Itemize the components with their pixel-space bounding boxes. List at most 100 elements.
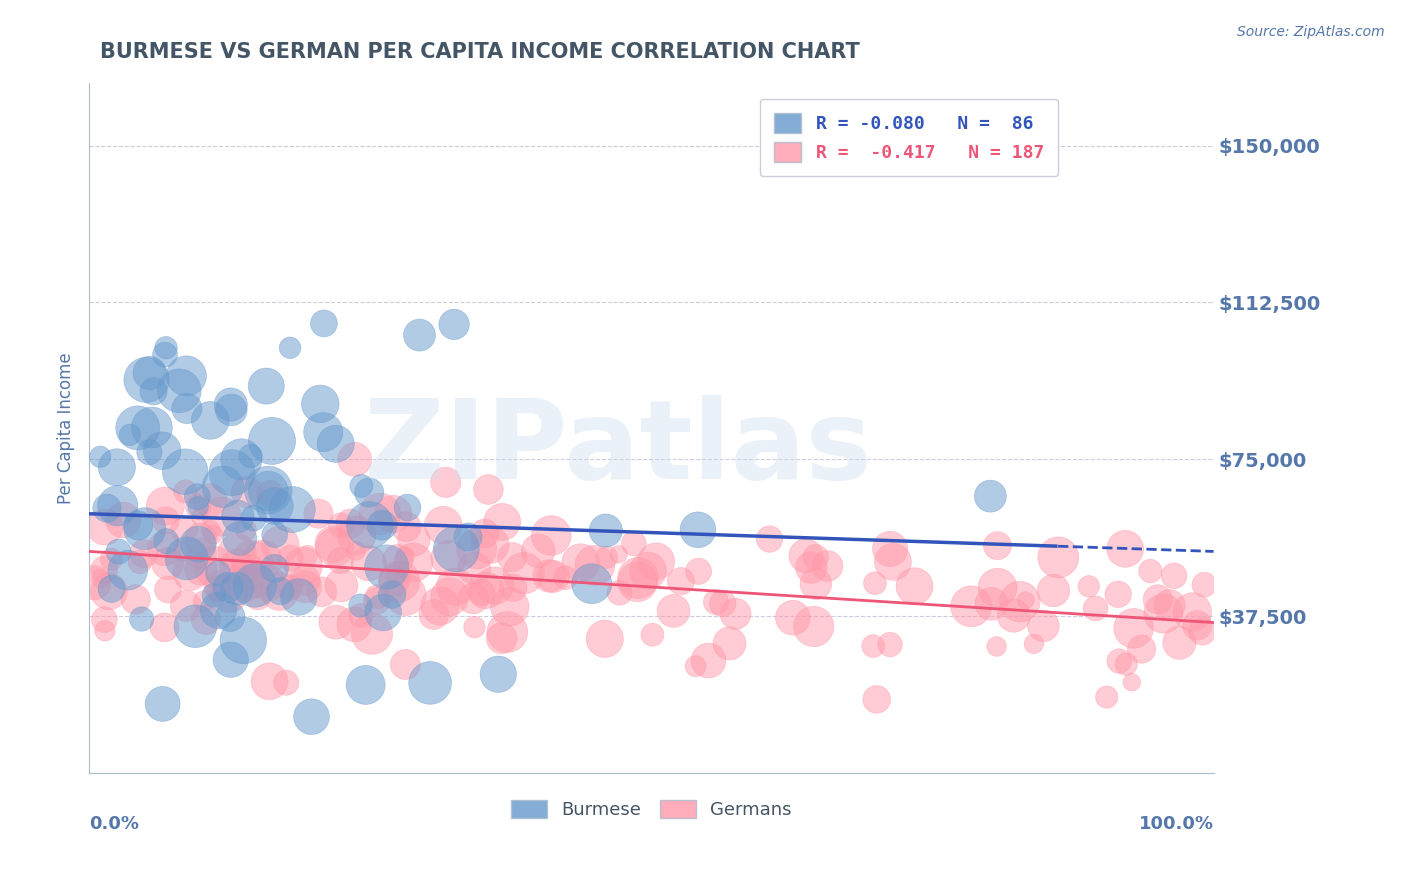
- Point: [100, 582, 122, 596]
- Point: [607, 547, 630, 561]
- Point: [986, 640, 1008, 654]
- Point: [394, 588, 416, 602]
- Point: [396, 500, 419, 515]
- Point: [257, 483, 280, 497]
- Point: [155, 499, 177, 513]
- Point: [474, 526, 496, 541]
- Point: [186, 490, 208, 504]
- Point: [429, 599, 451, 613]
- Point: [439, 590, 461, 604]
- Point: [486, 667, 509, 681]
- Point: [1114, 541, 1136, 556]
- Point: [89, 450, 111, 464]
- Point: [637, 564, 659, 578]
- Point: [218, 587, 240, 601]
- Point: [382, 574, 405, 588]
- Point: [297, 549, 319, 563]
- Text: Source: ZipAtlas.com: Source: ZipAtlas.com: [1237, 25, 1385, 39]
- Point: [243, 578, 266, 592]
- Point: [980, 597, 1002, 611]
- Point: [263, 499, 285, 513]
- Point: [368, 507, 391, 521]
- Point: [1187, 618, 1209, 632]
- Point: [153, 348, 176, 362]
- Point: [538, 569, 561, 583]
- Point: [260, 434, 283, 448]
- Point: [219, 653, 242, 667]
- Point: [343, 452, 366, 467]
- Text: 100.0%: 100.0%: [1139, 814, 1213, 832]
- Point: [221, 466, 243, 480]
- Point: [211, 509, 233, 524]
- Point: [219, 609, 242, 624]
- Point: [501, 550, 523, 565]
- Point: [463, 620, 485, 634]
- Point: [325, 615, 347, 629]
- Point: [308, 507, 330, 521]
- Text: 0.0%: 0.0%: [89, 814, 139, 832]
- Point: [596, 550, 619, 565]
- Point: [242, 511, 264, 525]
- Point: [269, 584, 291, 599]
- Point: [527, 543, 550, 558]
- Point: [129, 555, 152, 569]
- Point: [375, 560, 398, 574]
- Point: [686, 523, 709, 537]
- Point: [243, 574, 266, 589]
- Point: [153, 541, 176, 556]
- Point: [280, 551, 302, 566]
- Point: [463, 561, 485, 575]
- Point: [339, 516, 361, 531]
- Point: [207, 581, 229, 595]
- Point: [292, 558, 315, 573]
- Point: [496, 625, 519, 640]
- Point: [329, 554, 352, 568]
- Point: [138, 445, 160, 459]
- Point: [156, 582, 179, 597]
- Point: [232, 575, 254, 590]
- Point: [1042, 583, 1064, 598]
- Point: [287, 590, 309, 604]
- Point: [960, 599, 983, 614]
- Point: [107, 544, 129, 558]
- Point: [176, 551, 198, 566]
- Point: [176, 368, 198, 383]
- Point: [229, 532, 252, 546]
- Point: [1191, 624, 1213, 639]
- Point: [219, 398, 242, 412]
- Point: [457, 530, 479, 544]
- Point: [688, 565, 710, 579]
- Point: [1122, 621, 1144, 635]
- Point: [187, 500, 209, 514]
- Point: [263, 561, 285, 575]
- Point: [465, 541, 488, 556]
- Point: [862, 639, 884, 653]
- Point: [1121, 675, 1143, 690]
- Point: [1032, 619, 1054, 633]
- Point: [202, 588, 225, 602]
- Point: [155, 534, 177, 549]
- Point: [200, 413, 222, 427]
- Point: [669, 574, 692, 588]
- Point: [366, 594, 388, 608]
- Point: [866, 692, 889, 706]
- Point: [402, 556, 425, 570]
- Point: [173, 523, 195, 537]
- Point: [662, 604, 685, 618]
- Point: [346, 528, 368, 542]
- Point: [212, 480, 235, 494]
- Point: [685, 659, 707, 673]
- Point: [554, 571, 576, 585]
- Point: [882, 555, 904, 569]
- Point: [235, 523, 257, 537]
- Point: [208, 579, 231, 593]
- Point: [986, 539, 1008, 553]
- Legend: Burmese, Germans: Burmese, Germans: [503, 792, 799, 826]
- Point: [1108, 654, 1130, 668]
- Point: [794, 549, 817, 563]
- Point: [257, 576, 280, 591]
- Point: [1152, 607, 1174, 621]
- Point: [474, 583, 496, 598]
- Point: [269, 584, 291, 599]
- Point: [903, 579, 925, 593]
